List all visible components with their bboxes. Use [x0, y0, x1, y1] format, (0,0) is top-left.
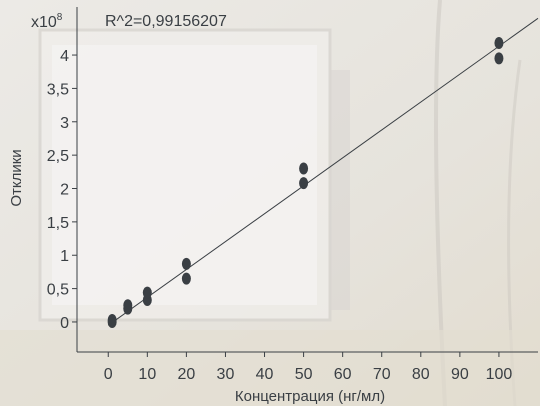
- x-axis-ticks: 0 10 20 30 40 50 60 70 80 90 100: [104, 352, 513, 383]
- data-points: [107, 37, 504, 328]
- y-tick-label: 2: [60, 182, 69, 199]
- x-tick-label: 20: [177, 366, 195, 383]
- x-tick-label: 0: [104, 366, 113, 383]
- x-tick-label: 30: [217, 366, 235, 383]
- data-point: [299, 177, 309, 190]
- data-point: [494, 52, 504, 65]
- data-point: [123, 299, 133, 312]
- x-tick-label: 90: [451, 366, 469, 383]
- r-squared-annotation: R^2=0,99156207: [105, 13, 227, 30]
- y-tick-label: 2,5: [47, 148, 69, 165]
- x-tick-label: 40: [256, 366, 274, 383]
- y-multiplier-exponent: 8: [57, 12, 63, 23]
- y-axis-ticks: 0 0,5 1 1,5 2 2,5 3 3,5 4: [47, 48, 77, 332]
- y-axis-title: Отклики: [8, 149, 25, 206]
- x-tick-label: 100: [486, 366, 513, 383]
- y-tick-label: 0: [60, 315, 69, 332]
- y-multiplier-label: x108: [31, 12, 63, 31]
- x-tick-label: 50: [295, 366, 313, 383]
- y-tick-label: 3: [60, 115, 69, 132]
- x-tick-label: 60: [334, 366, 352, 383]
- data-point: [107, 313, 117, 326]
- x-axis-title: Концентрация (нг/мл): [235, 388, 385, 405]
- x-tick-label: 70: [373, 366, 391, 383]
- y-tick-label: 4: [60, 48, 69, 65]
- y-tick-label: 1,5: [47, 215, 69, 232]
- data-point: [181, 272, 191, 285]
- y-tick-label: 1: [60, 248, 69, 265]
- fit-line-group: [107, 17, 539, 326]
- y-tick-label: 3,5: [47, 81, 69, 98]
- x-tick-label: 80: [412, 366, 430, 383]
- data-point: [142, 286, 152, 299]
- fit-line: [107, 17, 539, 326]
- y-multiplier-base: x10: [31, 14, 57, 31]
- data-point: [494, 37, 504, 50]
- data-point: [299, 162, 309, 175]
- x-tick-label: 10: [138, 366, 156, 383]
- y-tick-label: 0,5: [47, 282, 69, 299]
- data-point: [181, 257, 191, 270]
